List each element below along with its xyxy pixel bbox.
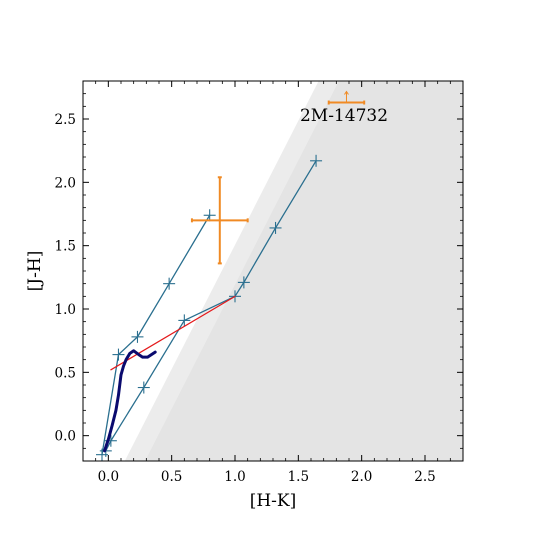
y-tick-label: 1.5: [55, 239, 76, 255]
series-group: [96, 154, 323, 461]
y-axis-label: [J-H]: [25, 251, 45, 292]
error-bars: [190, 90, 366, 265]
error-point-0: [190, 176, 249, 265]
series-1-marker: [137, 381, 150, 394]
x-axis-label: [H-K]: [250, 491, 297, 511]
series-0-marker: [203, 209, 216, 222]
series-1-marker: [178, 314, 191, 327]
series-0-marker: [131, 330, 144, 343]
x-tick-label: 1.5: [288, 469, 309, 485]
series-1-marker: [237, 276, 250, 289]
x-tick-label: 2.5: [414, 469, 435, 485]
error-point-1: [327, 90, 366, 105]
series-1-line: [105, 160, 317, 452]
y-tick-label: 0.0: [55, 429, 76, 445]
series-0-marker: [163, 277, 176, 290]
x-tick-label: 2.0: [351, 469, 372, 485]
x-tick-label: 0.5: [161, 469, 182, 485]
series-0-marker: [112, 348, 125, 361]
y-tick-label: 2.5: [55, 112, 76, 128]
shaded-region-1: [145, 81, 463, 461]
series-1-marker: [269, 221, 282, 234]
x-ticks: 0.0 0.5 1.0 1.5 2.0 2.5: [95, 81, 451, 485]
series-3-line: [103, 349, 157, 453]
limit-arrow-head: [344, 90, 349, 95]
series-2-line: [110, 295, 236, 371]
x-tick-label: 1.0: [224, 469, 245, 485]
plot-frame: [82, 80, 464, 462]
shaded-regions: [124, 81, 463, 461]
annotation-2m-14732: 2M-14732: [300, 106, 388, 126]
series-1-marker: [310, 154, 323, 167]
y-tick-label: 2.0: [55, 175, 76, 191]
x-tick-label: 0.0: [98, 469, 119, 485]
y-tick-label: 0.5: [55, 365, 76, 381]
y-tick-label: 1.0: [55, 302, 76, 318]
